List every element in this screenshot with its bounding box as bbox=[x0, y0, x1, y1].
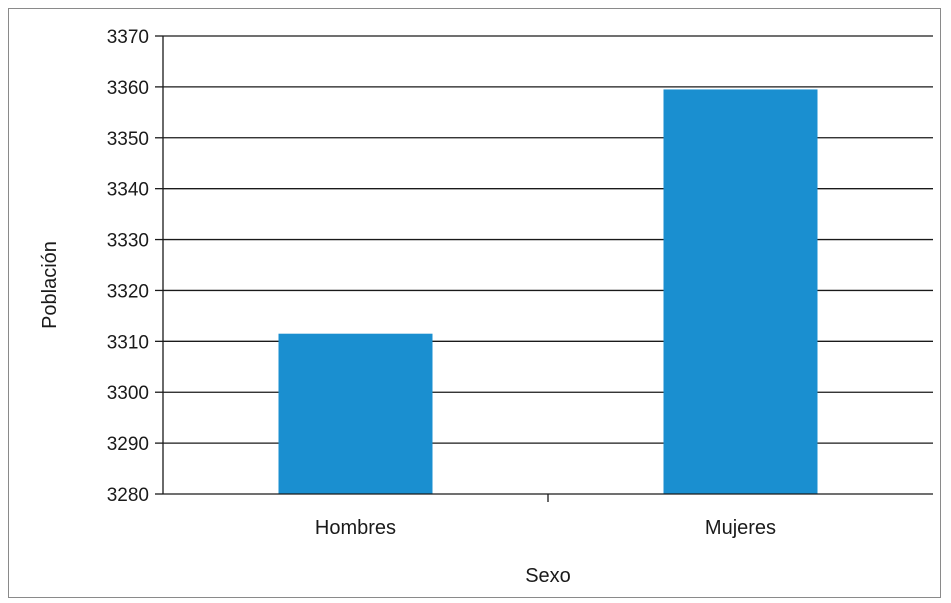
x-category-label: Hombres bbox=[315, 517, 396, 539]
y-tick-label: 3280 bbox=[107, 485, 149, 506]
bar-mujeres bbox=[663, 89, 818, 494]
bars bbox=[278, 89, 818, 494]
y-tick-label: 3370 bbox=[107, 27, 149, 48]
x-axis-title: Sexo bbox=[525, 565, 571, 587]
y-tick-label: 3310 bbox=[107, 332, 149, 353]
axes bbox=[155, 35, 933, 502]
y-tick-label: 3320 bbox=[107, 281, 149, 302]
y-tick-label: 3340 bbox=[107, 180, 149, 201]
x-category-label: Mujeres bbox=[705, 517, 776, 539]
bar-hombres bbox=[278, 333, 433, 494]
y-tick-label: 3350 bbox=[107, 129, 149, 150]
y-tick-label: 3360 bbox=[107, 78, 149, 99]
y-tick-label: 3300 bbox=[107, 383, 149, 404]
y-tick-label: 3330 bbox=[107, 231, 149, 252]
y-axis-title: Población bbox=[39, 241, 61, 329]
y-tick-labels: 3280 3290 3300 3310 3320 3330 3340 3350 3360 3370 bbox=[107, 27, 149, 506]
y-tick-label: 3290 bbox=[107, 434, 149, 455]
x-category-labels: Hombres Mujeres bbox=[315, 517, 776, 539]
